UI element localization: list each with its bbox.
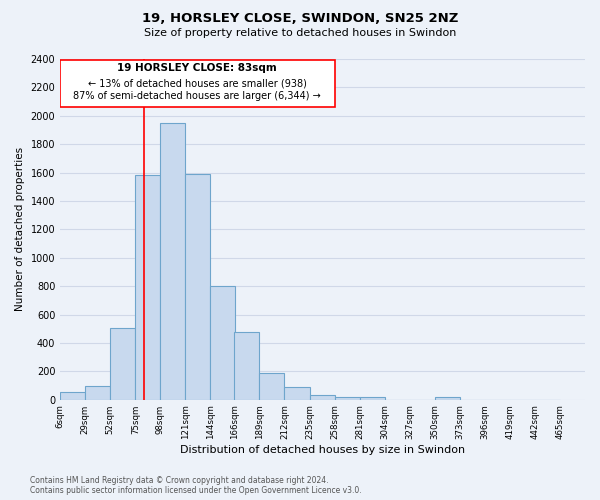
Bar [284, 387, 310, 400]
Text: 19 HORSLEY CLOSE: 83sqm: 19 HORSLEY CLOSE: 83sqm [118, 62, 277, 72]
Text: Size of property relative to detached houses in Swindon: Size of property relative to detached ho… [144, 28, 456, 38]
Bar [259, 372, 284, 400]
Bar [85, 386, 110, 400]
Bar [110, 328, 135, 400]
Y-axis label: Number of detached properties: Number of detached properties [15, 148, 25, 312]
Bar [185, 174, 211, 400]
Text: Contains HM Land Registry data © Crown copyright and database right 2024.
Contai: Contains HM Land Registry data © Crown c… [30, 476, 362, 495]
Bar [211, 286, 235, 400]
Bar [235, 332, 259, 400]
Bar [135, 176, 160, 400]
Bar [60, 392, 85, 400]
Text: ← 13% of detached houses are smaller (938): ← 13% of detached houses are smaller (93… [88, 78, 307, 88]
Text: 87% of semi-detached houses are larger (6,344) →: 87% of semi-detached houses are larger (… [73, 92, 321, 102]
Bar [160, 123, 185, 400]
Bar [335, 397, 359, 400]
Text: 19, HORSLEY CLOSE, SWINDON, SN25 2NZ: 19, HORSLEY CLOSE, SWINDON, SN25 2NZ [142, 12, 458, 26]
Bar [359, 397, 385, 400]
FancyBboxPatch shape [60, 60, 335, 106]
X-axis label: Distribution of detached houses by size in Swindon: Distribution of detached houses by size … [180, 445, 465, 455]
Bar [310, 396, 335, 400]
Bar [435, 397, 460, 400]
